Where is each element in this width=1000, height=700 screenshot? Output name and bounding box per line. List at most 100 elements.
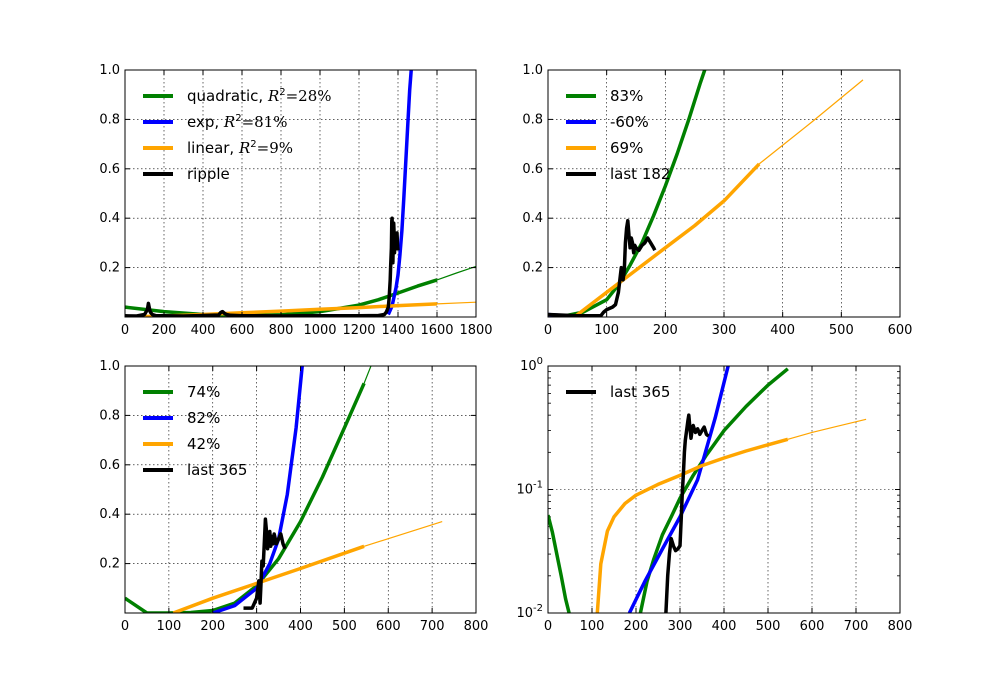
x-tick-label: 600 — [376, 619, 401, 634]
series-line-linear — [436, 301, 476, 305]
y-tick-label: 0.4 — [522, 211, 543, 226]
legend: quadratic, R2=28% exp, R2=81% linear, R2=9… — [143, 87, 332, 183]
y-tick-label: 0.2 — [99, 261, 120, 276]
legend-label-ripple: last 365 — [187, 461, 247, 479]
series-group — [548, 366, 867, 613]
legend-label-ripple: last 365 — [610, 383, 670, 401]
series-line-linear — [595, 437, 789, 613]
x-tick-label: 700 — [420, 619, 445, 634]
subplot-1: 0 200 400 600 800 1000 1200 1400 1600 1800 0.2 0.4 0… — [99, 63, 492, 338]
x-tick-label: 800 — [888, 619, 913, 634]
legend-label-linear: 69% — [610, 139, 643, 157]
x-tick-label: 100 — [580, 619, 605, 634]
series-line-exp — [627, 366, 730, 613]
y-tick-label: 0.6 — [99, 162, 120, 177]
series-line-exp — [212, 366, 304, 613]
series-line-exp — [386, 70, 413, 316]
x-tick-label: 1800 — [459, 323, 492, 338]
x-tick-label: 500 — [829, 323, 854, 338]
legend-label-exp: exp, R2=81% — [187, 113, 288, 131]
x-tick-label: 1400 — [381, 323, 414, 338]
x-tick-label: 400 — [770, 323, 795, 338]
x-tick-label: 300 — [712, 323, 737, 338]
series-group — [548, 70, 864, 317]
x-tick-label: 1000 — [303, 323, 336, 338]
grid — [125, 70, 476, 317]
series-line-quadratic — [363, 366, 372, 384]
series-line-linear — [172, 544, 365, 613]
legend-label-ripple: ripple — [187, 165, 230, 183]
x-tick-label: 1600 — [420, 323, 453, 338]
series-line-quadratic — [638, 367, 789, 613]
x-tick-label: 400 — [191, 323, 216, 338]
series-line-ripple — [548, 218, 657, 317]
subplot-3: 0 100 200 300 400 500 600 700 800 0.2 0.4 0.6 0.8 1.0… — [99, 359, 488, 634]
y-tick-label: 0.2 — [522, 261, 543, 276]
y-tick-label: 10-2 — [516, 603, 543, 621]
x-tick-label: 300 — [668, 619, 693, 634]
series-line-quadratic — [559, 70, 707, 317]
legend-label-quadratic: 74% — [187, 383, 220, 401]
legend-label-linear: linear, R2=9% — [187, 139, 293, 157]
series-line-quadratic — [125, 382, 366, 613]
y-tick-label: 0.4 — [99, 507, 120, 522]
x-tick-label: 1200 — [342, 323, 375, 338]
legend-label-linear: 42% — [187, 435, 220, 453]
series-line-ripple — [664, 413, 710, 613]
series-line-linear — [787, 418, 867, 440]
x-tick-label: 400 — [288, 619, 313, 634]
x-tick-label: 100 — [594, 323, 619, 338]
legend-label-quadratic: 83% — [610, 87, 643, 105]
x-tick-label: 200 — [624, 619, 649, 634]
x-tick-label: 600 — [800, 619, 825, 634]
series-line-ripple — [125, 216, 400, 317]
series-line-linear — [573, 162, 761, 317]
legend-label-quadratic: quadratic, R2=28% — [187, 87, 332, 105]
y-tick-label: 0.8 — [99, 112, 120, 127]
x-tick-label: 800 — [269, 323, 294, 338]
x-tick-label: 800 — [464, 619, 489, 634]
x-tick-label: 200 — [200, 619, 225, 634]
x-tick-label: 0 — [121, 323, 129, 338]
series-line-quadratic — [548, 514, 571, 613]
grid — [548, 366, 900, 613]
y-tick-label: 1.0 — [522, 63, 543, 78]
y-tick-label: 0.6 — [522, 162, 543, 177]
legend: last 365 — [566, 383, 670, 401]
grid — [548, 70, 900, 317]
x-tick-label: 700 — [844, 619, 869, 634]
legend: 74% 82% 42% last 365 — [143, 383, 247, 479]
plot-frame — [124, 69, 477, 318]
x-tick-label: 0 — [544, 323, 552, 338]
x-tick-label: 0 — [544, 619, 552, 634]
x-tick-label: 100 — [156, 619, 181, 634]
y-tick-label: 0.6 — [99, 458, 120, 473]
x-tick-label: 600 — [888, 323, 913, 338]
series-group — [125, 366, 443, 613]
legend-label-exp: 82% — [187, 409, 220, 427]
x-tick-label: 500 — [756, 619, 781, 634]
y-tick-label: 0.8 — [99, 408, 120, 423]
legend-label-ripple: last 182 — [610, 165, 670, 183]
y-tick-label: 0.4 — [99, 211, 120, 226]
legend: 83% -60% 69% last 182 — [566, 87, 670, 183]
series-line-quadratic — [436, 265, 476, 281]
x-tick-label: 500 — [332, 619, 357, 634]
y-tick-label: 1.0 — [99, 63, 120, 78]
grid — [125, 366, 476, 613]
x-tick-label: 0 — [121, 619, 129, 634]
legend-label-exp: -60% — [610, 113, 649, 131]
series-line-ripple — [243, 517, 287, 610]
x-tick-label: 300 — [244, 619, 269, 634]
subplot-4: 0 100 200 300 400 500 600 700 800 10-2 10-1 100 last… — [516, 356, 912, 634]
y-tick-label: 0.2 — [99, 557, 120, 572]
series-group — [125, 70, 476, 317]
y-tick-label: 10-1 — [516, 480, 543, 498]
x-tick-label: 400 — [712, 619, 737, 634]
series-line-linear — [758, 79, 864, 165]
series-line-linear — [363, 521, 443, 547]
x-tick-label: 600 — [230, 323, 255, 338]
y-tick-label: 0.8 — [522, 112, 543, 127]
x-tick-label: 200 — [152, 323, 177, 338]
